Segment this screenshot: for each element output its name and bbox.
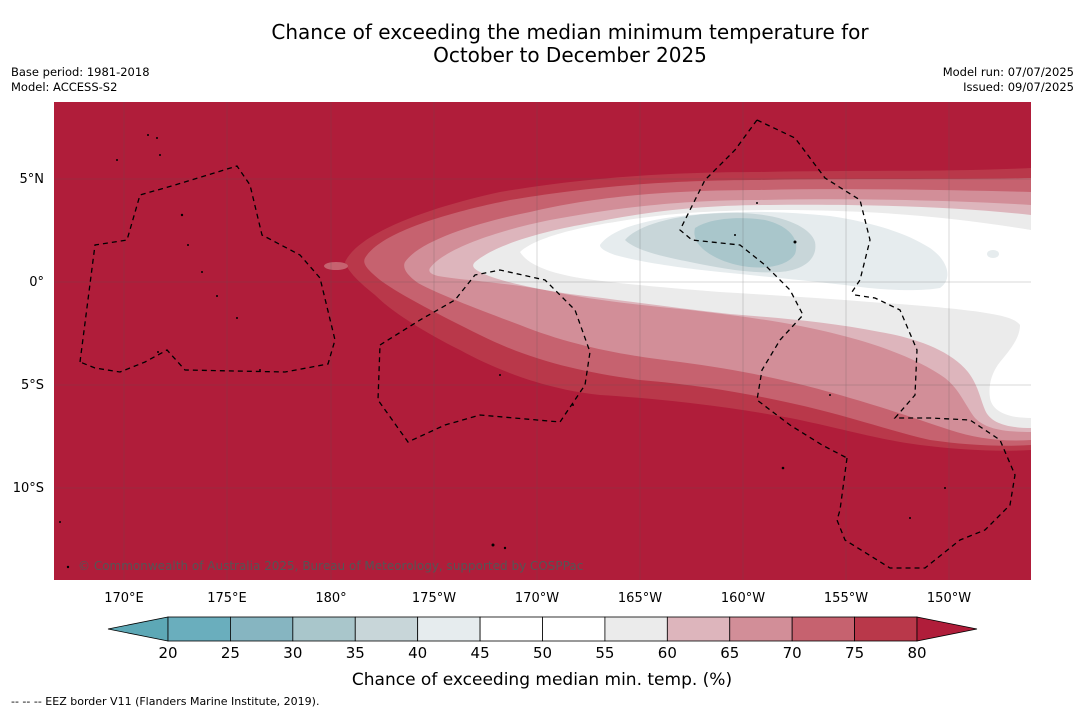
issued-text: Issued: 09/07/2025	[963, 80, 1074, 94]
lon-label: 155°W	[824, 591, 868, 606]
meta-right: Model run: 07/07/2025 Issued: 09/07/2025	[943, 65, 1074, 95]
eez-border-tokelau	[377, 269, 591, 443]
lon-label: 175°W	[412, 591, 456, 606]
colorbar-segment	[604, 616, 668, 642]
eez-legend-note: -- -- -- EEZ border V11 (Flanders Marine…	[11, 695, 320, 708]
colorbar-segment	[666, 616, 731, 642]
chart-title: Chance of exceeding the median minimum t…	[200, 21, 940, 67]
contour-band-30	[694, 218, 797, 268]
model-text: Model: ACCESS-S2	[11, 80, 118, 94]
colorbar-tick-label: 75	[845, 644, 864, 662]
colorbar-tick-label: 20	[158, 644, 177, 662]
colorbar-segment	[729, 616, 793, 642]
colorbar-tick-label: 35	[346, 644, 365, 662]
title-line-2: October to December 2025	[433, 43, 707, 67]
colorbar-segment	[354, 616, 419, 642]
lon-label: 175°E	[207, 591, 247, 606]
colorbar-under-triangle	[107, 616, 169, 642]
colorbar-tick-label: 30	[283, 644, 302, 662]
colorbar-segment	[542, 616, 606, 642]
copyright-text: © Commonwealth of Australia 2025, Bureau…	[78, 559, 583, 573]
eez-border-cook-islands	[836, 294, 1016, 569]
lat-label: 5°S	[21, 378, 44, 393]
colorbar-segment	[791, 616, 855, 642]
colorbar-segment	[417, 616, 481, 642]
eez-border-tuvalu-kiribati	[79, 165, 336, 373]
colorbar-segment	[292, 616, 356, 642]
lon-label: 170°W	[515, 591, 559, 606]
model-run-text: Model run: 07/07/2025	[942, 65, 1074, 79]
eez-borders	[79, 119, 1016, 569]
colorbar-tick-label: 50	[533, 644, 552, 662]
colorbar-segment	[479, 616, 543, 642]
colorbar-segment	[230, 616, 294, 642]
lon-label: 165°W	[618, 591, 662, 606]
colorbar-tick-label: 80	[907, 644, 926, 662]
lon-label: 160°W	[721, 591, 765, 606]
base-period-text: Base period: 1981-2018	[11, 65, 150, 79]
lon-label: 180°	[315, 591, 346, 606]
colorbar-ticks: 20 25 30 35 40 45 50 55 60 65 70 75 80	[158, 644, 926, 662]
colorbar-over-triangle	[916, 616, 978, 642]
islands	[59, 134, 946, 569]
lat-label: 0°	[29, 275, 44, 290]
lon-axis-labels: 170°E 175°E 180° 175°W 170°W 165°W 160°W…	[104, 591, 971, 606]
contour-patch	[324, 262, 348, 270]
colorbar-label: Chance of exceeding median min. temp. (%…	[352, 670, 732, 690]
colorbar-tick-label: 40	[408, 644, 427, 662]
meta-left: Base period: 1981-2018 Model: ACCESS-S2	[11, 65, 150, 95]
lat-label: 10°S	[13, 481, 44, 496]
colorbar-segment	[854, 616, 918, 642]
colorbar-tick-label: 65	[720, 644, 739, 662]
colorbar: 20 25 30 35 40 45 50 55 60 65 70 75 80 Chance of exc…	[107, 616, 978, 690]
colorbar-segment	[167, 616, 231, 642]
colorbar-tick-label: 70	[783, 644, 802, 662]
contour-patch	[987, 250, 999, 258]
map-area: © Commonwealth of Australia 2025, Bureau…	[54, 102, 1031, 580]
lon-label: 170°E	[104, 591, 144, 606]
eez-border-kiribati-west	[679, 119, 848, 459]
lat-axis-labels: 5°N 0° 5°S 10°S	[13, 172, 44, 496]
colorbar-tick-label: 25	[221, 644, 240, 662]
lat-label: 5°N	[20, 172, 45, 187]
lon-label: 150°W	[927, 591, 971, 606]
colorbar-tick-label: 55	[595, 644, 614, 662]
graticule	[54, 102, 1031, 580]
colorbar-tick-label: 60	[658, 644, 677, 662]
colorbar-tick-label: 45	[471, 644, 490, 662]
title-line-1: Chance of exceeding the median minimum t…	[271, 20, 869, 44]
colorbar-segments	[167, 616, 918, 642]
